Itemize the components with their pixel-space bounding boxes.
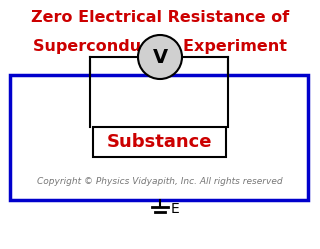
Text: Substance: Substance xyxy=(107,133,212,151)
Text: Copyright © Physics Vidyapith, Inc. All rights reserved: Copyright © Physics Vidyapith, Inc. All … xyxy=(37,177,283,186)
Bar xyxy=(93,127,226,157)
Text: Zero Electrical Resistance of: Zero Electrical Resistance of xyxy=(31,10,289,25)
Text: Superconductor Experiment: Superconductor Experiment xyxy=(33,39,287,54)
Text: E: E xyxy=(171,202,180,216)
Circle shape xyxy=(138,35,182,79)
Bar xyxy=(10,75,308,200)
Text: V: V xyxy=(152,48,168,66)
